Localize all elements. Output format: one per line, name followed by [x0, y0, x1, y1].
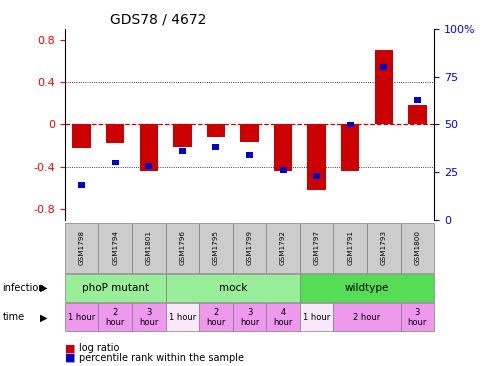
Bar	[347, 122, 354, 127]
Bar	[106, 124, 124, 143]
Text: 2
hour: 2 hour	[206, 307, 226, 327]
Bar	[274, 124, 292, 171]
Text: percentile rank within the sample: percentile rank within the sample	[79, 353, 244, 363]
Text: 3
hour: 3 hour	[240, 307, 259, 327]
Text: GSM1798: GSM1798	[79, 231, 85, 265]
Text: GSM1799: GSM1799	[247, 231, 252, 265]
Text: 1 hour: 1 hour	[68, 313, 95, 322]
Text: time: time	[2, 312, 24, 322]
Text: log ratio: log ratio	[79, 343, 119, 354]
Text: 3
hour: 3 hour	[139, 307, 159, 327]
Bar	[140, 124, 158, 171]
Text: 1 hour: 1 hour	[303, 313, 330, 322]
Bar	[72, 124, 91, 148]
Bar	[341, 124, 359, 171]
Bar	[414, 97, 421, 102]
Bar	[78, 182, 85, 188]
Bar	[240, 124, 258, 142]
Text: ■: ■	[65, 343, 75, 354]
Bar	[179, 148, 186, 154]
Text: ▶: ▶	[40, 283, 48, 293]
Text: GSM1797: GSM1797	[314, 231, 320, 265]
Text: GSM1801: GSM1801	[146, 231, 152, 265]
Text: 1 hour: 1 hour	[169, 313, 196, 322]
Text: ▶: ▶	[40, 312, 48, 322]
Text: phoP mutant: phoP mutant	[82, 283, 149, 293]
Text: GSM1792: GSM1792	[280, 231, 286, 265]
Text: mock: mock	[219, 283, 247, 293]
Text: ■: ■	[65, 353, 75, 363]
Text: GSM1794: GSM1794	[112, 231, 118, 265]
Bar	[207, 124, 225, 137]
Bar	[375, 51, 393, 124]
Bar	[145, 163, 152, 169]
Text: GSM1800: GSM1800	[414, 231, 420, 265]
Text: infection: infection	[2, 283, 45, 293]
Text: 4
hour: 4 hour	[273, 307, 293, 327]
Bar	[173, 124, 192, 147]
Text: wildtype: wildtype	[345, 283, 389, 293]
Bar	[307, 124, 326, 190]
Bar	[279, 167, 286, 173]
Text: GDS78 / 4672: GDS78 / 4672	[110, 13, 206, 27]
Text: GSM1796: GSM1796	[179, 231, 185, 265]
Bar	[408, 105, 427, 124]
Text: GSM1791: GSM1791	[347, 231, 353, 265]
Text: 3
hour: 3 hour	[408, 307, 427, 327]
Bar	[112, 160, 119, 165]
Bar	[313, 173, 320, 179]
Bar	[213, 144, 220, 150]
Text: 2 hour: 2 hour	[353, 313, 381, 322]
Bar	[246, 152, 253, 158]
Text: GSM1793: GSM1793	[381, 231, 387, 265]
Text: 2
hour: 2 hour	[105, 307, 125, 327]
Bar	[380, 64, 387, 70]
Text: GSM1795: GSM1795	[213, 231, 219, 265]
